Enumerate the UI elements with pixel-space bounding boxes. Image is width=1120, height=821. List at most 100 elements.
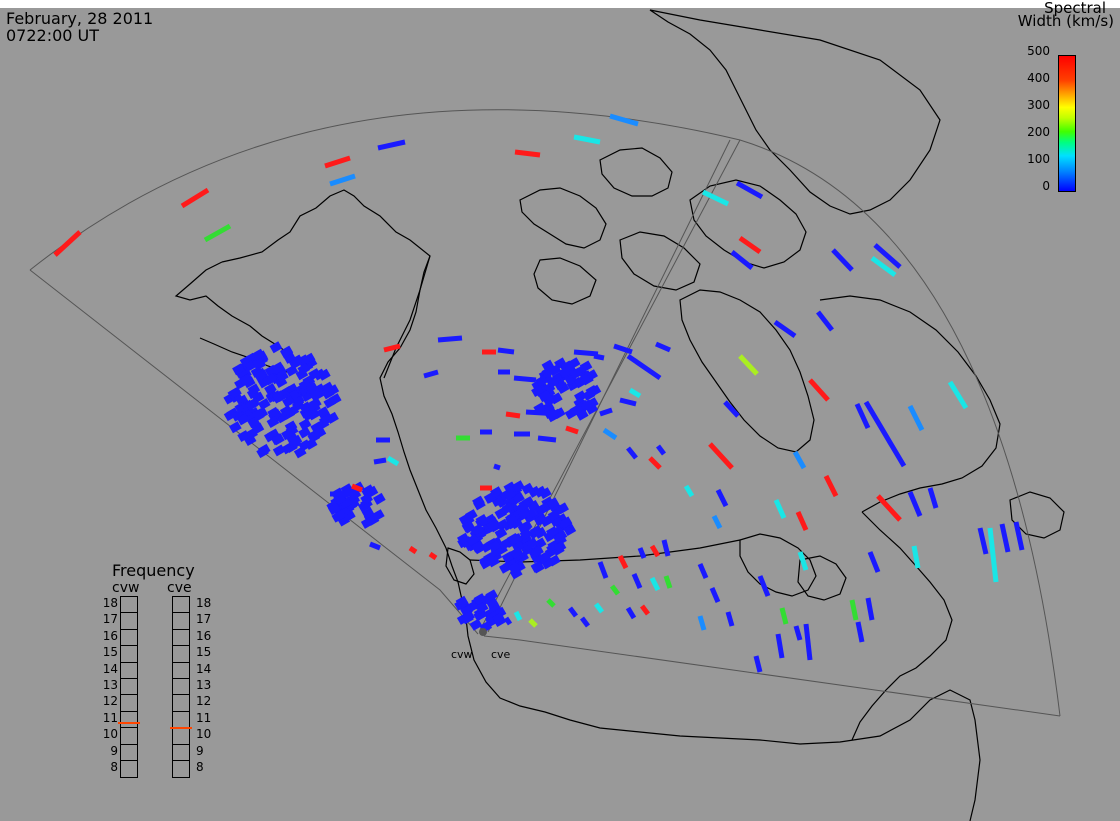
scatter-cell — [870, 255, 897, 278]
scatter-cell — [180, 187, 210, 209]
frequency-gridline — [120, 628, 137, 630]
scatter-cell — [383, 343, 401, 353]
scatter-cell — [498, 538, 512, 551]
frequency-box-cve — [172, 596, 190, 779]
scatter-cell — [528, 618, 538, 628]
scatter-cell — [546, 376, 560, 389]
scatter-cell — [319, 410, 333, 423]
scatter-cell — [485, 589, 499, 602]
scatter-cell — [524, 508, 538, 520]
frequency-cvw-label: cvw — [112, 580, 140, 596]
scatter-cell — [229, 421, 242, 434]
scatter-cell — [473, 498, 486, 511]
scatter-cell — [773, 498, 787, 520]
scatter-cell — [823, 474, 839, 498]
frequency-tick: 15 — [196, 645, 212, 660]
scatter-cell — [867, 551, 881, 573]
scatter-cell — [462, 610, 475, 623]
scatter-cell — [466, 534, 480, 547]
coastline-arctic-1 — [519, 187, 607, 249]
scatter-cell — [231, 409, 244, 422]
scatter-cell — [508, 533, 522, 546]
scatter-cell — [865, 597, 875, 621]
scatter-cell — [298, 426, 311, 439]
frequency-tick: 14 — [196, 661, 212, 676]
scatter-cell — [617, 554, 629, 570]
scatter-cell — [505, 411, 521, 419]
coastline-arctic-2 — [599, 147, 673, 197]
scatter-cell — [310, 421, 324, 434]
scatter-cell — [661, 539, 671, 557]
scatter-cell — [372, 509, 385, 522]
coastline-greenland — [649, 9, 941, 215]
scatter-cell — [531, 385, 544, 398]
frequency-gridline — [172, 628, 189, 630]
scatter-cell — [373, 457, 387, 465]
scatter-cell — [357, 500, 371, 513]
scatter-cell — [573, 349, 599, 357]
scatter-cell — [437, 335, 463, 343]
scatter-cell — [290, 354, 304, 367]
scatter-cell — [329, 173, 356, 187]
scatter-cell — [360, 516, 374, 529]
radar-label-cve: cve — [491, 648, 511, 661]
scatter-cell — [286, 404, 300, 417]
scatter-cell — [291, 395, 305, 408]
scatter-cell — [533, 514, 547, 527]
scatter-cell — [1013, 521, 1025, 551]
frequency-gridline — [172, 760, 189, 761]
frequency-marker-cvw — [118, 722, 140, 725]
scatter-cell — [585, 402, 599, 415]
scatter-cell — [361, 507, 375, 520]
frequency-gridline — [120, 612, 137, 614]
scatter-cell — [269, 341, 283, 354]
scatter-cell — [648, 456, 662, 470]
scatter-cell — [514, 149, 541, 158]
fov-right-edge — [483, 635, 1061, 717]
scatter-cell — [730, 250, 754, 270]
scatter-cell — [486, 610, 499, 623]
scatter-cell — [609, 113, 639, 127]
colorbar — [1058, 55, 1076, 192]
frequency-tick: 17 — [196, 612, 212, 627]
scatter-cell — [649, 576, 661, 592]
scatter-cell — [469, 618, 483, 631]
scatter-cell — [497, 347, 515, 355]
scatter-cell — [546, 497, 560, 510]
scatter-cell — [735, 180, 764, 200]
frequency-marker-cve — [170, 727, 192, 730]
scatter-cell — [697, 563, 709, 579]
scatter-cell — [873, 243, 902, 269]
scatter-cell — [485, 596, 499, 609]
coastline-alaska-peninsula — [174, 261, 301, 373]
scatter-cell — [613, 343, 633, 355]
scatter-cell — [795, 510, 809, 532]
scatter-cell — [708, 442, 734, 470]
scatter-cell — [577, 373, 591, 386]
scatter-cell — [723, 400, 740, 418]
scatter-cell — [535, 375, 548, 388]
scatter-cell — [306, 399, 320, 412]
coastline-great-lakes — [739, 533, 817, 597]
scatter-cell — [855, 621, 865, 643]
scatter-cell — [512, 492, 525, 505]
scatter-cell — [475, 601, 489, 614]
frequency-gridline — [120, 710, 137, 712]
scatter-cell — [863, 400, 907, 468]
scatter-cell — [251, 422, 265, 435]
scatter-cell — [725, 611, 735, 627]
scatter-cell — [473, 593, 487, 606]
scatter-cell — [223, 409, 237, 422]
scatter-cell — [471, 523, 484, 536]
scatter-cell — [999, 523, 1011, 553]
coastline-lake-2 — [797, 555, 847, 601]
scatter-cell — [640, 604, 650, 616]
scatter-cell — [483, 491, 497, 504]
scatter-cell — [298, 418, 312, 431]
scatter-cell — [257, 398, 271, 411]
scatter-cell — [626, 353, 662, 381]
scatter-cell — [683, 484, 695, 498]
scatter-cell — [339, 497, 353, 509]
scatter-cell — [534, 526, 547, 539]
colorbar-tick: 200 — [1027, 125, 1050, 139]
